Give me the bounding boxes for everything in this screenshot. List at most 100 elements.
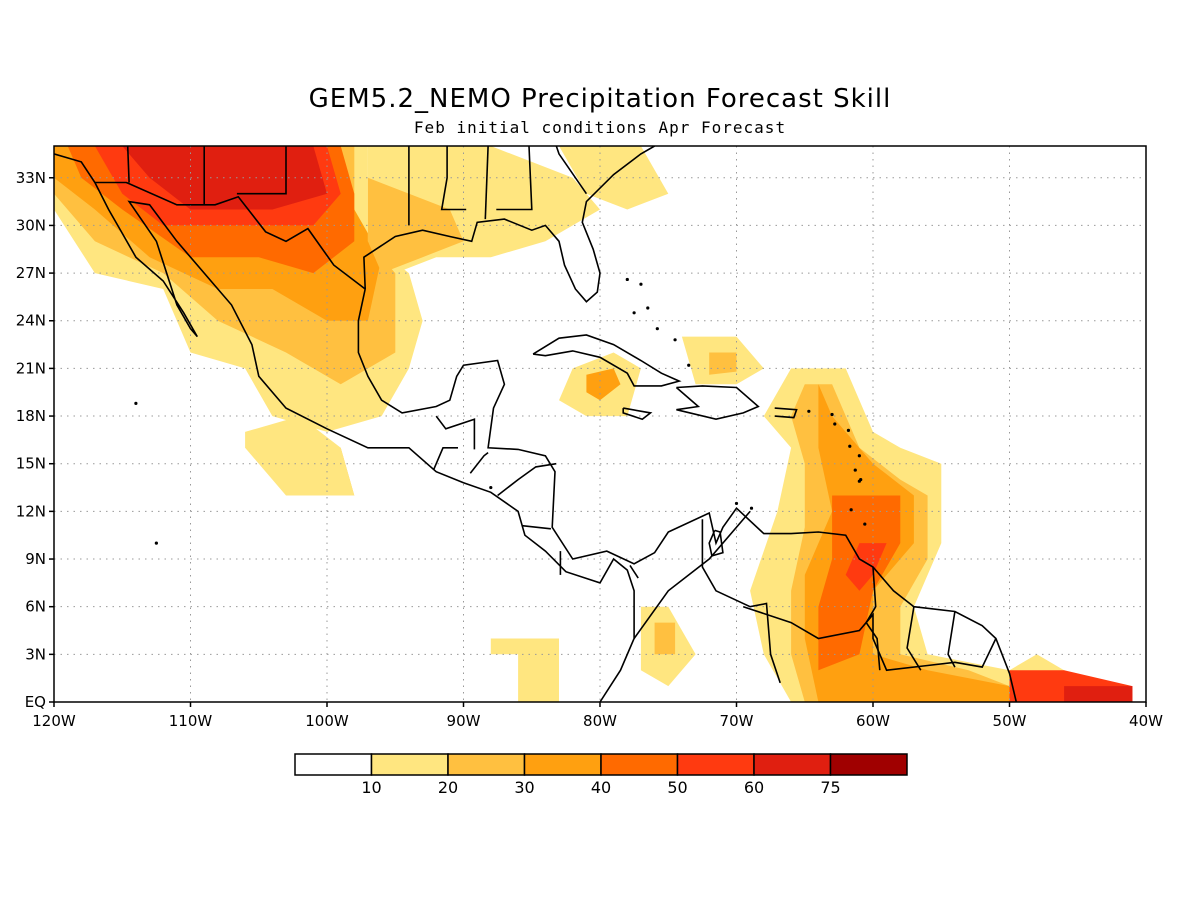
skill-region [654, 622, 676, 655]
coastline [440, 146, 467, 211]
coastline [675, 385, 760, 421]
colorbar-label: 10 [361, 778, 381, 797]
coastline [774, 407, 798, 419]
coastline [94, 181, 366, 290]
x-tick-label: 70W [720, 712, 754, 730]
y-tick-label: 9N [25, 550, 46, 568]
island [646, 306, 650, 310]
coastlines [54, 146, 1018, 702]
y-tick-label: 33N [16, 169, 46, 187]
island [749, 506, 754, 510]
coastline [435, 415, 476, 450]
island [687, 363, 691, 367]
island [830, 412, 834, 417]
island [632, 311, 636, 315]
skill-region [709, 352, 737, 375]
lat-lon-grid [54, 146, 1146, 702]
x-tick-label: 120W [32, 712, 76, 730]
colorbar-label: 50 [667, 778, 687, 797]
island [673, 338, 677, 342]
colorbar-swatch [676, 753, 755, 776]
coastline [357, 288, 1018, 702]
coastline [555, 146, 588, 195]
y-tick-label: 30N [16, 216, 46, 234]
colorbar: 10 20 30 40 50 60 75 [294, 753, 908, 797]
skill-region [1064, 686, 1133, 702]
island [859, 478, 863, 482]
island [846, 428, 851, 432]
colorbar-swatch [600, 753, 679, 776]
y-tick-label: 18N [16, 407, 46, 425]
coastline [622, 407, 653, 421]
y-tick-label: 6N [25, 598, 46, 616]
y-tick-label: 27N [16, 264, 46, 282]
x-tick-label: 40W [1129, 712, 1163, 730]
x-tick-label: 60W [856, 712, 890, 730]
skill-region [845, 543, 887, 591]
x-tick-label: 100W [305, 712, 349, 730]
colorbar-label: 75 [820, 778, 840, 797]
coastline [532, 334, 682, 387]
x-tick-label: 110W [169, 712, 213, 730]
island [134, 401, 138, 405]
coastline [126, 146, 130, 183]
island [853, 468, 857, 472]
coastline [363, 146, 655, 303]
skill-region [586, 368, 621, 401]
island [625, 277, 629, 282]
coastline [708, 529, 724, 557]
colorbar-label: 40 [591, 778, 611, 797]
x-tick-label: 90W [447, 712, 481, 730]
skill-region [490, 638, 559, 702]
island [857, 454, 861, 458]
coastline [701, 519, 781, 684]
island [655, 327, 659, 331]
coastline [497, 462, 557, 497]
colorbar-swatch [370, 753, 449, 776]
y-tick-label: 21N [16, 359, 46, 377]
colorbar-swatch [294, 753, 373, 776]
skill-region [367, 177, 464, 274]
coastline [522, 524, 551, 530]
latitude-axis: EQ 3N 6N 9N 12N 15N 18N 21N 24N 27N 30N 33N [16, 169, 54, 711]
map-subtitle: Feb initial conditions Apr Forecast [413, 118, 787, 137]
island [639, 282, 643, 286]
skill-region [245, 416, 355, 496]
skill-region [791, 384, 1133, 702]
island [848, 444, 852, 448]
colorbar-swatch [523, 753, 602, 776]
island [833, 422, 837, 426]
coastline [236, 146, 287, 195]
coastline [629, 564, 639, 579]
y-tick-label: EQ [25, 693, 46, 711]
island [154, 541, 158, 545]
colorbar-label: 60 [744, 778, 764, 797]
y-tick-label: 15N [16, 455, 46, 473]
island [734, 501, 739, 506]
island [849, 508, 853, 512]
coastline [484, 146, 489, 220]
island [489, 485, 493, 490]
coastline [432, 447, 458, 471]
colorbar-label: 30 [514, 778, 534, 797]
colorbar-label: 20 [438, 778, 458, 797]
x-tick-label: 50W [993, 712, 1027, 730]
map-title: GEM5.2_NEMO Precipitation Forecast Skill [308, 84, 892, 114]
y-tick-label: 12N [16, 502, 46, 520]
skill-shading [54, 146, 1133, 702]
coastline [947, 611, 956, 668]
coastline [496, 146, 533, 211]
colorbar-swatch [753, 753, 832, 776]
coastline [865, 566, 881, 671]
longitude-axis: 120W 110W 100W 90W 80W 70W 60W 50W 40W [32, 702, 1163, 730]
coastline [906, 606, 922, 671]
y-tick-label: 3N [25, 645, 46, 663]
coastline [54, 153, 635, 702]
x-tick-label: 80W [583, 712, 617, 730]
colorbar-swatch [447, 753, 526, 776]
coastline [469, 451, 489, 474]
coastline [633, 510, 751, 639]
island [863, 522, 867, 526]
island [807, 409, 811, 413]
